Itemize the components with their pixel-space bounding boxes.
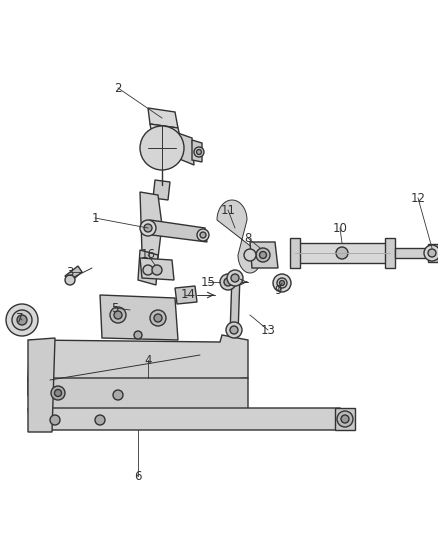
Circle shape bbox=[220, 274, 236, 290]
Circle shape bbox=[256, 248, 270, 262]
Polygon shape bbox=[28, 338, 55, 432]
Circle shape bbox=[152, 265, 162, 275]
Text: 4: 4 bbox=[144, 353, 152, 367]
Circle shape bbox=[154, 314, 162, 322]
Circle shape bbox=[12, 310, 32, 330]
Circle shape bbox=[277, 278, 287, 288]
Circle shape bbox=[194, 147, 204, 157]
Polygon shape bbox=[217, 200, 262, 273]
Text: 15: 15 bbox=[201, 276, 215, 288]
Polygon shape bbox=[290, 238, 300, 268]
Polygon shape bbox=[28, 378, 248, 410]
Polygon shape bbox=[192, 140, 202, 162]
Circle shape bbox=[273, 274, 291, 292]
Circle shape bbox=[226, 322, 242, 338]
Circle shape bbox=[144, 224, 152, 232]
Circle shape bbox=[140, 220, 156, 236]
Circle shape bbox=[17, 315, 27, 325]
Circle shape bbox=[6, 304, 38, 336]
Circle shape bbox=[134, 331, 142, 339]
Circle shape bbox=[65, 275, 75, 285]
Circle shape bbox=[114, 311, 122, 319]
Text: 6: 6 bbox=[134, 470, 142, 482]
Text: 3: 3 bbox=[66, 265, 74, 279]
Polygon shape bbox=[230, 275, 240, 335]
Circle shape bbox=[50, 415, 60, 425]
Text: 2: 2 bbox=[114, 82, 122, 94]
Polygon shape bbox=[138, 250, 158, 285]
Polygon shape bbox=[295, 243, 390, 263]
Circle shape bbox=[143, 265, 153, 275]
Polygon shape bbox=[395, 248, 432, 258]
Circle shape bbox=[244, 249, 256, 261]
Circle shape bbox=[341, 415, 349, 423]
Text: 14: 14 bbox=[180, 288, 195, 302]
Polygon shape bbox=[100, 295, 178, 340]
Polygon shape bbox=[148, 108, 178, 128]
Circle shape bbox=[227, 270, 243, 286]
Text: 10: 10 bbox=[332, 222, 347, 235]
Circle shape bbox=[230, 326, 238, 334]
Text: 16: 16 bbox=[141, 248, 155, 262]
Text: 11: 11 bbox=[220, 204, 236, 216]
Polygon shape bbox=[140, 192, 162, 258]
Circle shape bbox=[200, 232, 206, 238]
Text: 12: 12 bbox=[410, 191, 425, 205]
Text: 8: 8 bbox=[244, 231, 252, 245]
Text: 7: 7 bbox=[16, 311, 24, 325]
Circle shape bbox=[54, 390, 61, 397]
Polygon shape bbox=[175, 286, 197, 304]
Circle shape bbox=[150, 310, 166, 326]
Circle shape bbox=[231, 274, 239, 282]
Circle shape bbox=[336, 247, 348, 259]
Polygon shape bbox=[153, 180, 170, 200]
Text: 9: 9 bbox=[274, 284, 282, 296]
Circle shape bbox=[51, 386, 65, 400]
Polygon shape bbox=[385, 238, 395, 268]
Circle shape bbox=[428, 249, 436, 257]
Circle shape bbox=[424, 245, 438, 261]
Circle shape bbox=[337, 411, 353, 427]
Polygon shape bbox=[150, 124, 182, 145]
Circle shape bbox=[140, 126, 184, 170]
Polygon shape bbox=[250, 242, 278, 268]
Polygon shape bbox=[150, 220, 207, 242]
Polygon shape bbox=[140, 258, 174, 280]
Circle shape bbox=[113, 390, 123, 400]
Polygon shape bbox=[28, 408, 342, 430]
Circle shape bbox=[259, 252, 266, 259]
Polygon shape bbox=[65, 266, 82, 282]
Polygon shape bbox=[335, 408, 355, 430]
Polygon shape bbox=[175, 132, 194, 165]
Circle shape bbox=[197, 229, 209, 241]
Circle shape bbox=[110, 307, 126, 323]
Circle shape bbox=[279, 280, 285, 286]
Circle shape bbox=[224, 278, 232, 286]
Circle shape bbox=[197, 149, 201, 155]
Polygon shape bbox=[428, 244, 438, 262]
Text: 1: 1 bbox=[91, 212, 99, 224]
Circle shape bbox=[95, 415, 105, 425]
Text: 5: 5 bbox=[111, 302, 119, 314]
Polygon shape bbox=[28, 335, 248, 408]
Text: 13: 13 bbox=[261, 324, 276, 336]
